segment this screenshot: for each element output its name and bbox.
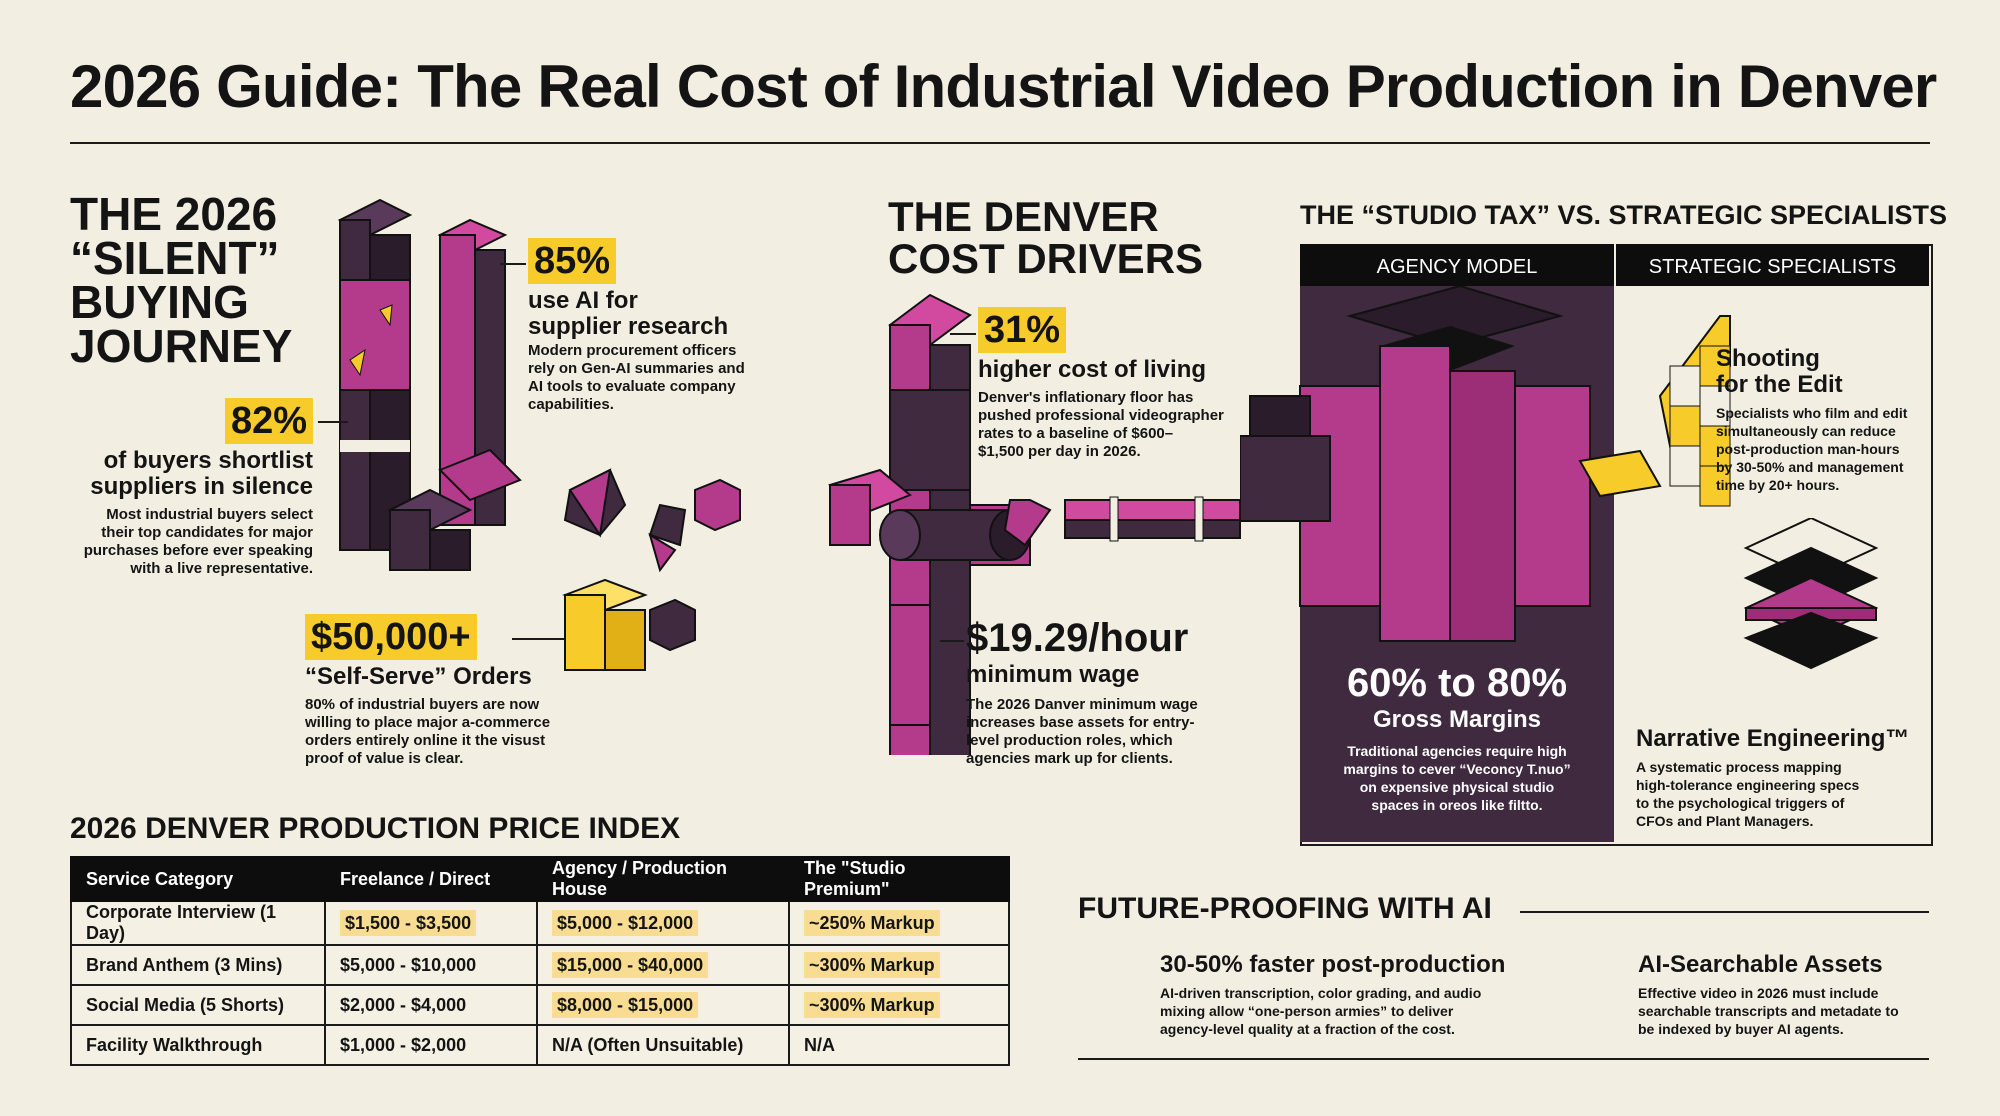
col-agency: Agency / Production House [536,856,790,902]
price-index-table: Service Category Freelance / Direct Agen… [70,856,1010,1066]
wage-value: $19.29/hour [966,616,1189,660]
shooting-edit-block: Shooting for the Edit Specialists who fi… [1716,345,1908,494]
narrative-block: Narrative Engineering™ A systematic proc… [1636,725,1910,830]
table-row: Facility Walkthrough $1,000 - $2,000 N/A… [70,1024,1010,1066]
comparison-illustration [1240,286,1731,642]
stat-82-block: 82% of buyers shortlist suppliers in sil… [83,398,313,577]
future-heading: FUTURE-PROOFING WITH AI [1078,892,1492,925]
col-freelance: Freelance / Direct [324,856,538,902]
connector-82 [318,421,348,423]
table-row: Corporate Interview (1 Day) $1,500 - $3,… [70,900,1010,946]
header-divider [1614,244,1616,286]
table-row: Brand Anthem (3 Mins) $5,000 - $10,000 $… [70,944,1010,986]
future-item-searchable: AI-Searchable Assets Effective video in … [1638,951,1899,1038]
table-row: Social Media (5 Shorts) $2,000 - $4,000 … [70,984,1010,1026]
stat-85-block: 85% use AI for supplier research Modern … [528,238,745,413]
stat-50k-block: $50,000+ “Self-Serve” Orders 80% of indu… [305,614,551,767]
connector-wage [940,640,964,642]
cost-drivers-illustration [828,293,1241,755]
cost-drivers-heading: THE DENVER COST DRIVERS [888,193,1204,282]
comparison-heading: THE “STUDIO TAX” VS. STRATEGIC SPECIALIS… [1300,200,1948,230]
col-studio-premium: The "Studio Premium" [788,856,1010,902]
stat-85-value: 85% [528,238,617,284]
margins-block: 60% to 80% Gross Margins Traditional age… [1300,660,1614,814]
agency-model-label: AGENCY MODEL [1376,256,1538,278]
title-divider [70,142,1930,144]
stat-50k-value: $50,000+ [305,614,477,660]
connector-85 [500,263,526,265]
wage-block: $19.29/hour minimum wage The 2026 Danver… [966,616,1198,767]
stat-31-value: 31% [978,307,1067,353]
stat-31-block: 31% higher cost of living Denver's infla… [978,307,1224,460]
layers-illustration [1743,518,1879,670]
specialists-label: STRATEGIC SPECIALISTS [1648,256,1897,278]
silent-journey-illustration [337,198,741,671]
margins-value: 60% to 80% [1346,661,1568,705]
future-item-faster: 30-50% faster post-production AI-driven … [1160,951,1506,1038]
table-header-row: Service Category Freelance / Direct Agen… [70,856,1010,902]
connector-50k [512,638,564,640]
connector-31 [950,333,976,335]
future-heading-rule [1520,911,1929,913]
stat-82-value: 82% [224,398,313,444]
page-title: 2026 Guide: The Real Cost of Industrial … [70,53,1937,120]
price-index-heading: 2026 DENVER PRODUCTION PRICE INDEX [70,812,681,845]
col-service-category: Service Category [70,856,326,902]
silent-journey-heading: THE 2026 “SILENT” BUYING JOURNEY [70,188,293,372]
future-bottom-rule [1078,1058,1929,1060]
